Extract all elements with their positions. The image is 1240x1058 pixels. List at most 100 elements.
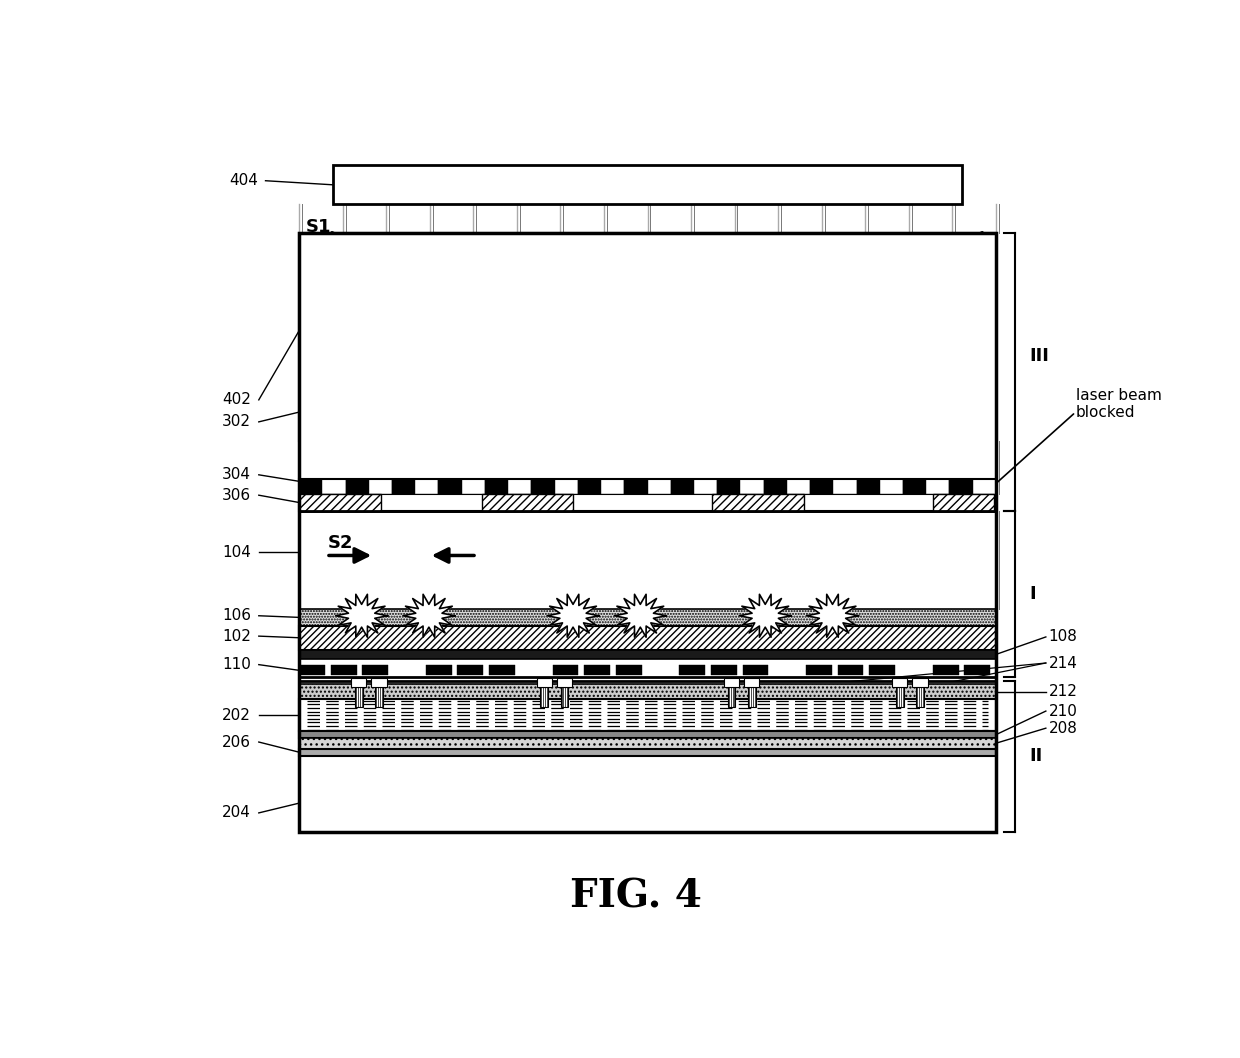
Bar [934,493,994,511]
Polygon shape [739,595,791,637]
Bar [932,665,959,675]
Bar [965,665,991,675]
Bar [950,479,972,493]
Bar [553,665,579,675]
Bar [897,687,904,707]
Bar [578,479,601,493]
Bar [724,678,739,687]
Text: 210: 210 [1049,704,1078,718]
Bar [541,687,548,707]
Bar [903,479,926,493]
Bar [869,665,895,675]
Bar [299,681,996,832]
Bar [415,479,439,493]
Bar [299,731,996,738]
Text: 302: 302 [222,415,252,430]
Bar [537,678,552,687]
Bar [624,479,647,493]
Bar [299,625,996,650]
Bar [351,678,367,687]
Bar [322,479,346,493]
Text: laser beam
blocked: laser beam blocked [1075,387,1162,420]
Bar [857,479,879,493]
Bar [717,479,740,493]
Text: II: II [1029,747,1043,765]
Text: 402: 402 [222,393,252,407]
Bar [787,479,810,493]
Bar [532,479,554,493]
Bar [485,479,508,493]
Bar [680,665,706,675]
Bar [916,687,924,707]
Bar [913,678,928,687]
Bar [926,479,950,493]
Text: 102: 102 [222,628,252,643]
Text: 404: 404 [229,174,258,188]
Bar [560,687,568,707]
Text: 304: 304 [222,468,252,482]
Bar [332,165,962,204]
Bar [584,665,610,675]
Text: 214: 214 [1049,656,1078,671]
Bar [711,665,737,675]
Bar [557,678,572,687]
Bar [299,233,996,832]
Bar [740,479,764,493]
Bar [371,678,387,687]
Bar [458,665,484,675]
Text: III: III [1029,347,1049,365]
Text: S2: S2 [327,534,353,552]
Bar [299,511,996,677]
Bar [299,738,996,749]
Text: 104: 104 [222,545,252,560]
Bar [392,479,415,493]
Bar [299,233,996,440]
Bar [299,479,322,493]
Bar [748,687,755,707]
Polygon shape [547,595,599,637]
Text: FIG. 4: FIG. 4 [569,878,702,916]
Text: 206: 206 [222,734,252,749]
Bar [879,479,903,493]
Bar [461,479,485,493]
Bar [508,479,532,493]
Bar [346,479,368,493]
Bar [425,665,451,675]
Bar [439,479,461,493]
Text: 202: 202 [222,708,252,723]
Bar [694,479,717,493]
Bar [671,479,694,493]
Bar [837,665,863,675]
Bar [489,665,515,675]
Bar [744,678,759,687]
Bar [743,665,769,675]
Bar [362,665,388,675]
Bar [481,493,573,511]
Bar [764,479,787,493]
Bar [299,650,996,659]
Bar [299,685,996,699]
Bar [554,479,578,493]
Text: 106: 106 [222,608,252,623]
Polygon shape [336,595,388,637]
Bar [355,687,362,707]
Polygon shape [806,595,858,637]
Text: 208: 208 [1049,720,1078,735]
Text: I: I [1029,585,1037,603]
Bar [616,665,642,675]
Bar [374,687,383,707]
Bar [299,493,996,511]
Polygon shape [403,595,455,637]
Bar [368,479,392,493]
Bar [833,479,857,493]
Bar [299,233,996,511]
Bar [892,678,908,687]
Bar [299,749,996,755]
Bar [728,687,735,707]
Bar [299,665,325,675]
Bar [806,665,832,675]
Bar [810,479,833,493]
Polygon shape [614,595,666,637]
Text: 212: 212 [1049,685,1078,699]
Text: 204: 204 [222,805,252,820]
